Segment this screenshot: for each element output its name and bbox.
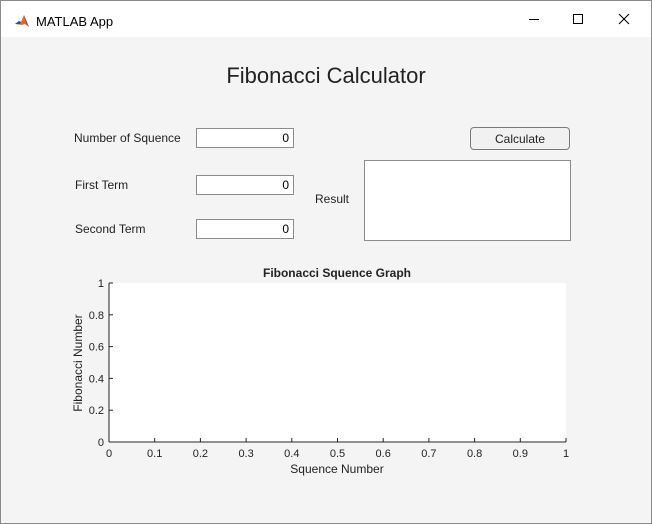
x-tick-label: 0.8 <box>467 448 482 460</box>
plot-area <box>109 283 566 443</box>
x-tick-label: 0.4 <box>284 448 299 460</box>
x-tick-label: 0.7 <box>421 448 436 460</box>
x-tick-label: 0 <box>106 448 112 460</box>
window-title: MATLAB App <box>36 14 114 29</box>
y-tick-label: 0 <box>98 437 104 449</box>
second-term-label: Second Term <box>75 222 146 236</box>
close-icon <box>618 13 630 25</box>
minimize-icon <box>529 19 539 20</box>
app-title: Fibonacci Calculator <box>226 63 426 88</box>
y-tick-label: 0.4 <box>89 373 104 385</box>
y-tick-label: 0.8 <box>89 310 104 322</box>
number-of-sequence-label: Number of Squence <box>74 131 181 145</box>
calculate-button[interactable]: Calculate <box>470 127 570 150</box>
y-tick-label: 1 <box>98 278 104 290</box>
close-button[interactable] <box>601 1 647 37</box>
first-term-field[interactable]: 0 <box>196 175 294 195</box>
result-output[interactable] <box>364 160 571 241</box>
x-tick-label: 0.9 <box>513 448 528 460</box>
title-bar: MATLAB App <box>1 1 651 37</box>
x-axis-label: Squence Number <box>290 462 383 476</box>
x-tick-label: 1 <box>563 448 569 460</box>
x-tick-label: 0.6 <box>376 448 391 460</box>
x-tick-label: 0.2 <box>193 448 208 460</box>
second-term-field[interactable]: 0 <box>196 219 294 239</box>
y-tick-label: 0.2 <box>89 405 104 417</box>
x-tick-label: 0.5 <box>330 448 345 460</box>
maximize-button[interactable] <box>555 1 601 37</box>
x-tick-label: 0.1 <box>147 448 162 460</box>
minimize-button[interactable] <box>511 1 557 37</box>
result-label: Result <box>315 192 350 206</box>
number-of-sequence-field[interactable]: 0 <box>196 128 294 148</box>
matlab-logo-icon <box>14 13 30 29</box>
y-axis-label: Fibonacci Number <box>71 314 85 411</box>
y-tick-label: 0.6 <box>89 342 104 354</box>
first-term-label: First Term <box>75 178 129 192</box>
chart-title: Fibonacci Squence Graph <box>263 266 411 280</box>
maximize-icon <box>573 14 583 24</box>
x-tick-label: 0.3 <box>238 448 253 460</box>
